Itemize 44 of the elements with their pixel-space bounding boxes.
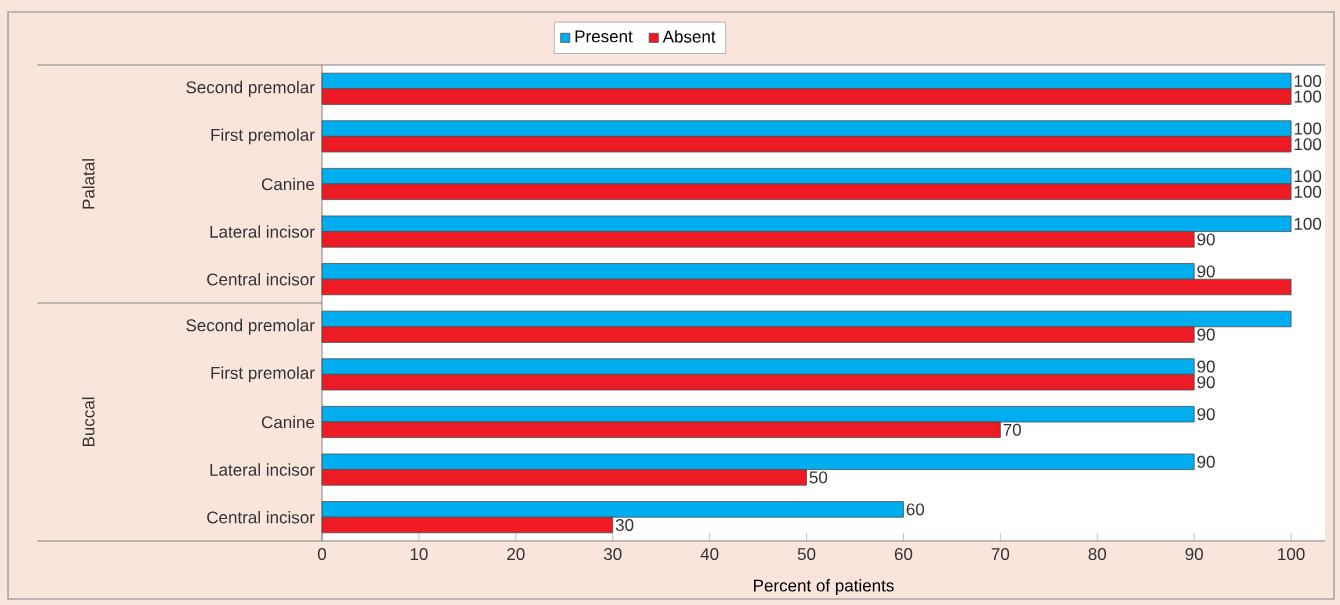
data-label: 90 bbox=[1197, 360, 1215, 373]
data-label: 90 bbox=[1197, 233, 1215, 246]
x-tick-label: 20 bbox=[507, 548, 525, 561]
x-tick-label: 90 bbox=[1185, 548, 1203, 561]
y-tick-label: First premolar bbox=[211, 366, 315, 383]
x-tick-label: 100 bbox=[1278, 548, 1305, 561]
data-label: 90 bbox=[1197, 408, 1215, 421]
data-label: 30 bbox=[615, 518, 634, 531]
legend-label: Present bbox=[575, 30, 633, 43]
text: Buccal bbox=[82, 397, 95, 447]
data-label: 70 bbox=[1003, 423, 1021, 436]
y-tick-label: First premolar bbox=[211, 128, 315, 145]
data-label: 90 bbox=[1197, 376, 1215, 389]
data-label: 100 bbox=[1294, 138, 1322, 151]
x-axis-title: Percent of patients bbox=[754, 579, 894, 595]
x-tick-label: 10 bbox=[410, 548, 428, 561]
y-tick-label: Central incisor bbox=[207, 272, 315, 286]
x-tick-label: 30 bbox=[603, 548, 622, 561]
data-label: 90 bbox=[1197, 265, 1215, 278]
data-label: 50 bbox=[809, 471, 828, 484]
x-tick-label: 0 bbox=[317, 548, 327, 561]
x-tick-label: 50 bbox=[797, 548, 816, 561]
text: Palatal bbox=[82, 159, 95, 209]
data-label: 100 bbox=[1294, 170, 1322, 183]
legend-label: Absent bbox=[662, 30, 716, 43]
y-tick-label: Second premolar bbox=[186, 318, 315, 335]
data-label: 100 bbox=[1294, 90, 1322, 103]
data-label: 90 bbox=[1197, 455, 1215, 468]
data-label: 100 bbox=[1294, 217, 1322, 230]
x-tick-label: 70 bbox=[991, 548, 1010, 561]
data-label: 100 bbox=[1294, 122, 1322, 135]
data-label: 100 bbox=[1294, 185, 1322, 198]
y-tick-label: Canine bbox=[261, 177, 315, 191]
data-label: 60 bbox=[906, 503, 925, 516]
x-tick-label: 40 bbox=[700, 548, 719, 561]
y-tick-label: Central incisor bbox=[207, 510, 315, 524]
x-tick-label: 60 bbox=[894, 548, 913, 561]
data-label: 100 bbox=[1294, 74, 1322, 87]
y-tick-label: Canine bbox=[261, 415, 315, 429]
y-tick-label: Lateral incisor bbox=[210, 463, 315, 476]
x-tick-label: 80 bbox=[1088, 548, 1107, 561]
y-tick-label: Second premolar bbox=[186, 80, 315, 97]
data-label: 90 bbox=[1197, 328, 1215, 341]
y-tick-label: Lateral incisor bbox=[210, 225, 315, 238]
